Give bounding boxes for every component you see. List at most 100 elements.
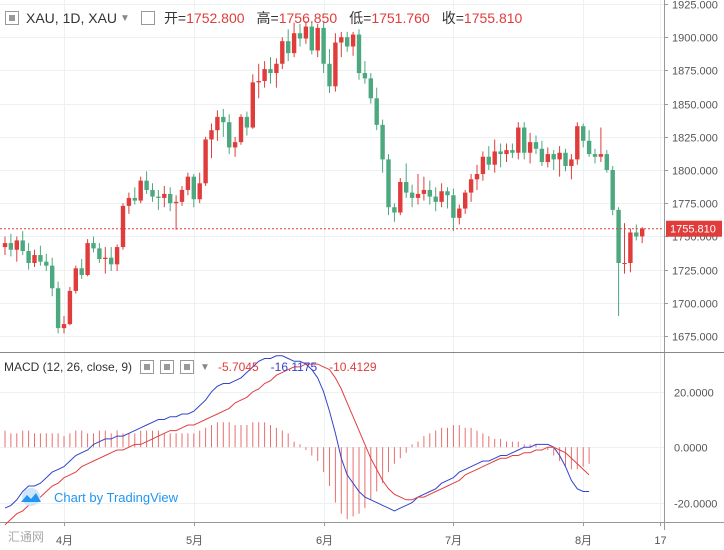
candle-body xyxy=(138,180,143,201)
candle-body xyxy=(38,255,43,262)
candle-body xyxy=(303,26,309,39)
watermark-text: Chart by TradingView xyxy=(54,489,179,505)
candle-body xyxy=(73,268,78,291)
candle-body xyxy=(20,240,25,252)
candle-body xyxy=(463,192,468,209)
candle-body xyxy=(126,197,132,206)
candle-body xyxy=(232,142,238,148)
candle-body xyxy=(333,42,338,87)
settings-icon[interactable] xyxy=(140,11,155,25)
chevron-down-icon[interactable]: ▼ xyxy=(200,361,210,373)
time-tick-label: 17 xyxy=(654,535,666,547)
open-value: 1752.800 xyxy=(186,10,245,26)
candle-body xyxy=(85,243,90,275)
candle-body xyxy=(79,268,84,275)
candle-body xyxy=(498,151,503,155)
macd-line-value: -16.1175 xyxy=(270,360,318,374)
candle-body xyxy=(604,154,609,171)
close-icon[interactable] xyxy=(180,360,195,374)
candle-body xyxy=(380,124,385,160)
candle-body xyxy=(516,127,521,153)
candle-body xyxy=(244,116,250,128)
candle-body xyxy=(61,324,67,329)
candle-body xyxy=(427,189,432,197)
candle-body xyxy=(297,33,303,39)
candle-body xyxy=(132,197,137,201)
macd-tick-label: 20.0000 xyxy=(674,388,714,400)
candle-body xyxy=(91,243,96,249)
macd-line xyxy=(4,355,590,512)
candle-body xyxy=(569,159,574,167)
candle-body xyxy=(445,191,450,196)
candle-body xyxy=(109,257,114,265)
price-tick-label: 1700.000 xyxy=(672,299,718,311)
high-label: 高= xyxy=(256,10,279,26)
chevron-down-icon[interactable]: ▼ xyxy=(120,12,130,24)
symbol-label[interactable]: XAU, 1D, XAU xyxy=(26,10,118,26)
site-watermark-text: 汇通网 xyxy=(8,530,45,544)
candle-body xyxy=(327,63,332,87)
candle-body xyxy=(610,170,615,210)
candle-body xyxy=(616,209,621,264)
site-watermark: 汇通网 xyxy=(8,528,44,545)
candle-body xyxy=(486,156,491,165)
candle-body xyxy=(291,33,297,54)
candle-body xyxy=(581,126,586,141)
candle-body xyxy=(415,193,421,198)
candle-body xyxy=(309,26,314,51)
candle-body xyxy=(221,116,226,123)
candle-body xyxy=(238,116,244,143)
candle-body xyxy=(345,37,350,47)
candle-body xyxy=(398,181,403,213)
tradingview-logo-icon xyxy=(21,488,41,506)
candle-body xyxy=(522,127,527,153)
candle-body xyxy=(539,148,545,163)
candle-body xyxy=(527,142,533,153)
candle-body xyxy=(386,159,391,208)
candle-body xyxy=(409,192,415,198)
price-tick-label: 1825.000 xyxy=(672,133,718,145)
candle-body xyxy=(256,81,261,83)
candle-body xyxy=(215,116,220,131)
candle-body xyxy=(209,130,214,140)
candle-body xyxy=(14,240,19,250)
candle-body xyxy=(392,207,397,213)
settings-icon[interactable] xyxy=(160,360,175,374)
price-tick-label: 1800.000 xyxy=(672,166,718,178)
candle-body xyxy=(50,265,55,289)
last-price-badge xyxy=(666,220,722,237)
candle-body xyxy=(350,34,356,47)
price-tick-label: 1925.000 xyxy=(672,0,718,12)
tradingview-watermark[interactable]: Chart by TradingView xyxy=(18,488,178,506)
price-tick-label: 1850.000 xyxy=(672,100,718,112)
price-tick-label: 1900.000 xyxy=(672,33,718,45)
candle-body xyxy=(8,243,14,250)
price-tick-label: 1775.000 xyxy=(672,199,718,211)
candle-body xyxy=(480,156,486,175)
macd-title[interactable]: MACD (12, 26, close, 9) xyxy=(4,360,133,374)
time-tick-label: 8月 xyxy=(575,535,592,547)
candle-body xyxy=(504,150,509,155)
visibility-icon[interactable] xyxy=(140,360,155,374)
candle-body xyxy=(203,139,208,184)
candle-body xyxy=(598,154,604,157)
high-value: 1756.850 xyxy=(278,10,338,26)
price-tick-label: 1675.000 xyxy=(672,332,718,344)
candle-body xyxy=(592,154,598,157)
candle-body xyxy=(268,69,273,74)
candle-body xyxy=(2,243,8,248)
candle-body xyxy=(97,248,102,260)
candle-body xyxy=(114,247,120,265)
candle-body xyxy=(356,34,362,74)
candle-body xyxy=(250,82,255,128)
candle-body xyxy=(575,126,580,160)
collapse-legend-icon[interactable] xyxy=(5,11,19,25)
candle-body xyxy=(315,27,320,51)
candle-body xyxy=(374,98,379,125)
candle-body xyxy=(262,69,267,82)
candle-body xyxy=(280,41,285,64)
candle-body xyxy=(468,179,474,193)
low-label: 低= xyxy=(349,10,372,26)
